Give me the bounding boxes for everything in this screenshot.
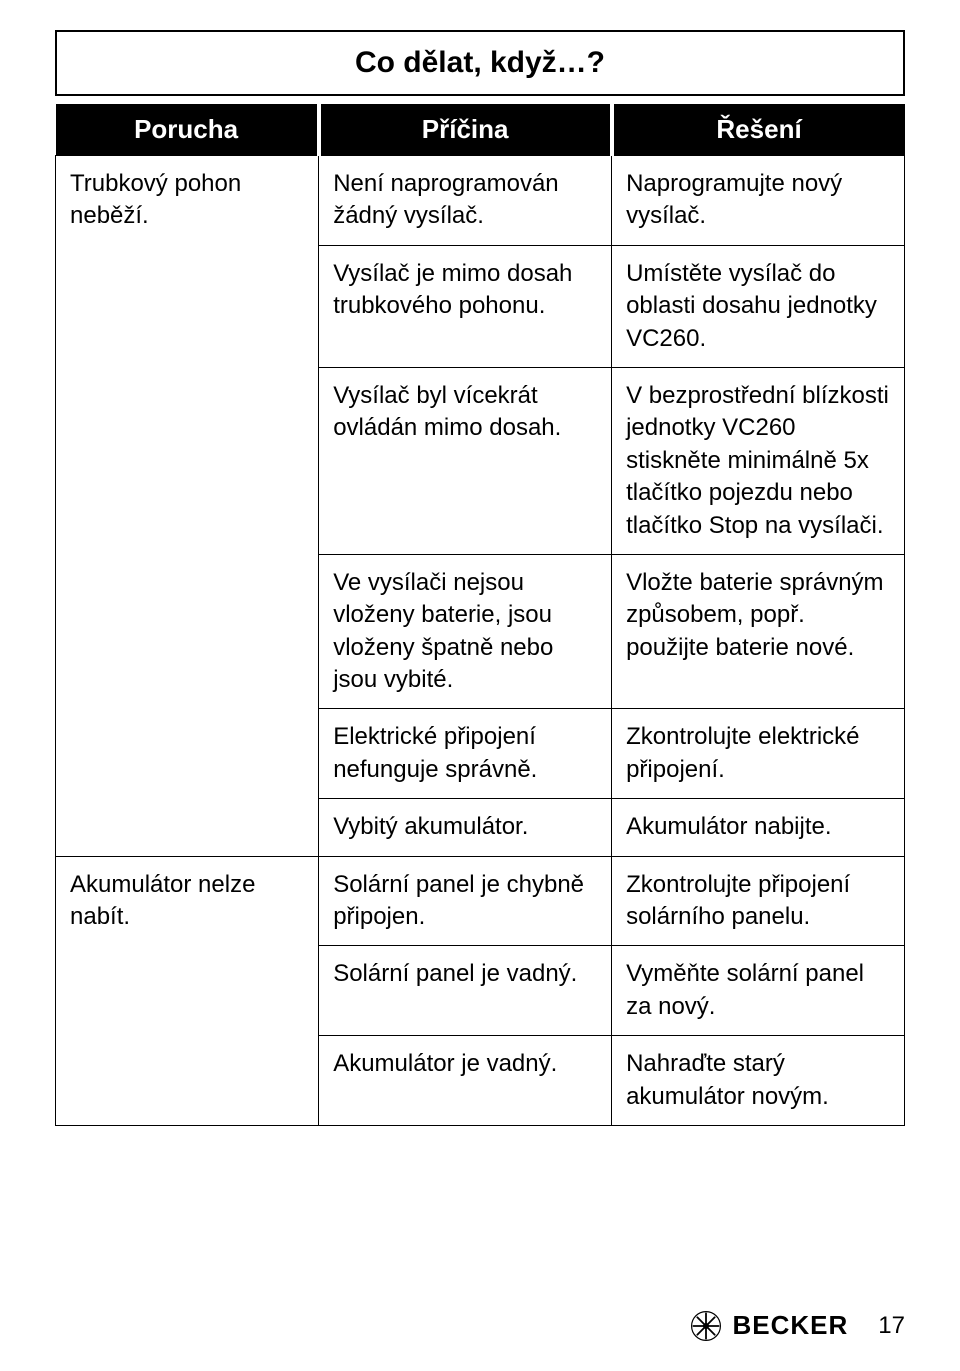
cause-cell: Akumulátor je vadný.	[319, 1036, 612, 1126]
solution-cell: Umístěte vysílač do oblasti dosahu jedno…	[612, 245, 905, 367]
cause-cell: Vybitý akumulátor.	[319, 799, 612, 856]
solution-cell: Vyměňte solární panel za nový.	[612, 946, 905, 1036]
page-title-box: Co dělat, když…?	[55, 30, 905, 96]
page-number: 17	[878, 1312, 905, 1340]
col-header-cause: Příčina	[319, 104, 612, 156]
cause-cell: Vysílač je mimo dosah trubkového pohonu.	[319, 245, 612, 367]
brand-name: BECKER	[733, 1310, 849, 1341]
cause-cell: Vysílač byl vícekrát ovládán mimo dosah.	[319, 367, 612, 554]
cause-cell: Solární panel je vadný.	[319, 946, 612, 1036]
solution-cell: Naprogramujte nový vysílač.	[612, 156, 905, 246]
col-header-fault: Porucha	[56, 104, 319, 156]
page-title: Co dělat, když…?	[355, 46, 605, 79]
col-header-solution: Řešení	[612, 104, 905, 156]
solution-cell: Vložte baterie správným způsobem, popř. …	[612, 554, 905, 709]
brand-logo-icon	[691, 1311, 721, 1341]
solution-cell: Nahraďte starý akumulátor novým.	[612, 1036, 905, 1126]
solution-cell: Zkontrolujte připojení solárního panelu.	[612, 856, 905, 946]
page-footer: BECKER 17	[691, 1310, 906, 1341]
table-header-row: Porucha Příčina Řešení	[56, 104, 905, 156]
cause-cell: Solární panel je chybně připojen.	[319, 856, 612, 946]
solution-cell: V bezprostřední blízkosti jednotky VC260…	[612, 367, 905, 554]
table-row: Trubkový pohon neběží. Není naprogramová…	[56, 156, 905, 246]
table-row: Akumulátor nelze nabít. Solární panel je…	[56, 856, 905, 946]
cause-cell: Elektrické připojení nefunguje správně.	[319, 709, 612, 799]
page-content: Co dělat, když…? Porucha Příčina Řešení …	[0, 0, 960, 1126]
troubleshooting-table: Porucha Příčina Řešení Trubkový pohon ne…	[55, 104, 905, 1126]
fault-cell: Trubkový pohon neběží.	[56, 156, 319, 857]
solution-cell: Akumulátor nabijte.	[612, 799, 905, 856]
cause-cell: Ve vysílači nejsou vloženy baterie, jsou…	[319, 554, 612, 709]
fault-cell: Akumulátor nelze nabít.	[56, 856, 319, 1125]
solution-cell: Zkontrolujte elektrické připojení.	[612, 709, 905, 799]
cause-cell: Není naprogramován žádný vysílač.	[319, 156, 612, 246]
